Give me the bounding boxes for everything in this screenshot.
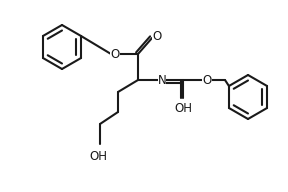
Text: OH: OH	[89, 150, 107, 162]
Text: O: O	[110, 47, 120, 60]
Text: N: N	[158, 74, 166, 87]
Text: O: O	[202, 74, 212, 87]
Text: O: O	[152, 30, 162, 42]
Text: OH: OH	[174, 102, 192, 114]
